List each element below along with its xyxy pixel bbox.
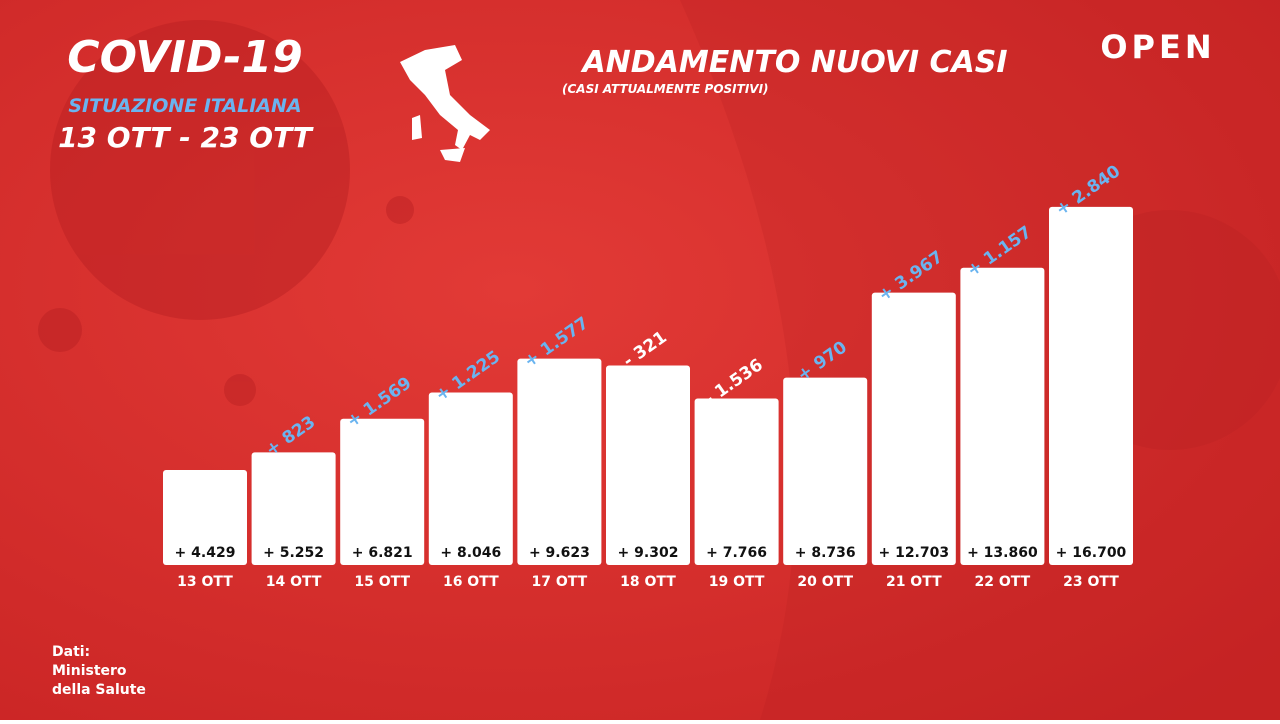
bar xyxy=(428,392,513,565)
value-label: + 13.860 xyxy=(967,545,1038,561)
bar xyxy=(163,470,247,565)
italy-map xyxy=(400,45,490,162)
chart-title: ANDAMENTO NUOVI CASI xyxy=(580,45,1007,80)
source-line: Ministero xyxy=(52,663,127,679)
bar xyxy=(960,267,1045,565)
bar xyxy=(871,292,956,565)
x-tick-label: 21 OTT xyxy=(886,574,942,590)
value-label: + 5.252 xyxy=(263,545,324,561)
value-label: + 6.821 xyxy=(352,545,413,561)
bar xyxy=(340,418,425,565)
value-label: + 7.766 xyxy=(706,545,767,561)
bar xyxy=(251,452,336,565)
x-tick-label: 20 OTT xyxy=(797,574,853,590)
x-tick-label: 23 OTT xyxy=(1063,574,1119,590)
x-tick-label: 22 OTT xyxy=(975,574,1031,590)
value-label: + 12.703 xyxy=(878,545,949,561)
source-line: della Salute xyxy=(52,682,146,698)
source-label: Dati: xyxy=(52,644,90,660)
subtitle: SITUAZIONE ITALIANA xyxy=(68,95,301,117)
x-tick-label: 19 OTT xyxy=(709,574,765,590)
bar xyxy=(783,377,868,565)
value-label: + 4.429 xyxy=(175,545,236,561)
title: COVID-19 xyxy=(67,32,302,83)
chart-subtitle: (CASI ATTUALMENTE POSITIVI) xyxy=(562,82,769,96)
value-label: + 8.736 xyxy=(795,545,856,561)
value-label: + 9.302 xyxy=(618,545,679,561)
x-tick-label: 18 OTT xyxy=(620,574,676,590)
period: 13 OTT - 23 OTT xyxy=(58,121,314,154)
brand: OPEN xyxy=(1100,28,1215,66)
value-label: + 8.046 xyxy=(440,545,501,561)
value-label: + 9.623 xyxy=(529,545,590,561)
bar xyxy=(1049,206,1133,565)
x-tick-label: 15 OTT xyxy=(354,574,410,590)
bar xyxy=(694,398,779,565)
x-tick-label: 17 OTT xyxy=(532,574,588,590)
x-tick-label: 13 OTT xyxy=(177,574,233,590)
bar xyxy=(517,358,602,565)
value-label: + 16.700 xyxy=(1056,545,1127,561)
bar xyxy=(606,365,690,565)
x-tick-label: 14 OTT xyxy=(266,574,322,590)
x-tick-label: 16 OTT xyxy=(443,574,499,590)
